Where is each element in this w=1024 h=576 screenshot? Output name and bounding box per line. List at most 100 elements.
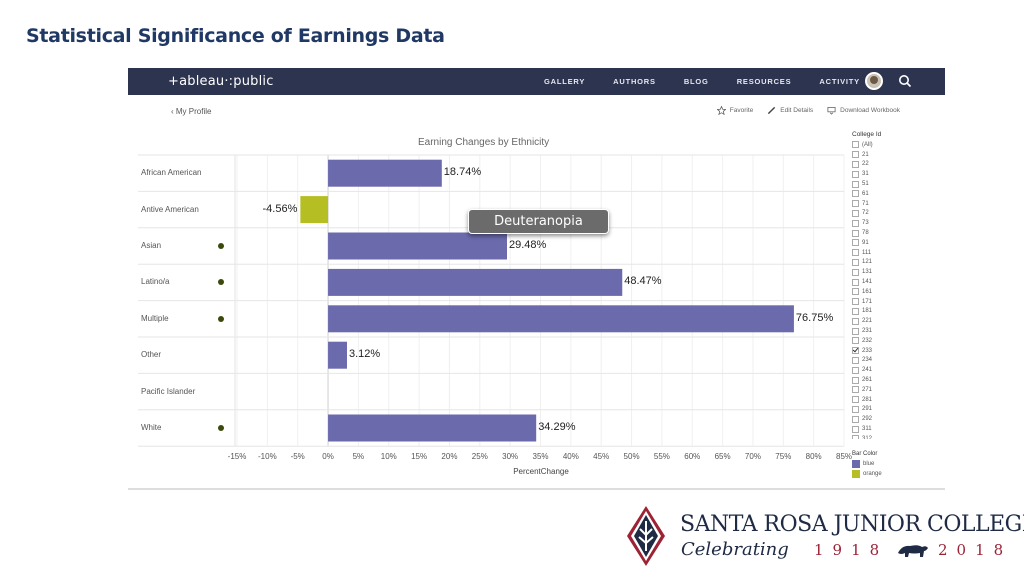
checkbox[interactable]: [852, 356, 859, 364]
filter-item[interactable]: 241: [852, 365, 912, 375]
filter-item[interactable]: 221: [852, 316, 912, 326]
filter-item[interactable]: 311: [852, 424, 912, 434]
download-workbook-button[interactable]: Download Workbook: [827, 106, 900, 115]
favorite-button[interactable]: Favorite: [716, 106, 753, 115]
filter-item-label: 121: [862, 259, 873, 266]
filter-item[interactable]: (All): [852, 140, 912, 150]
filter-item[interactable]: 21: [852, 150, 912, 160]
nav-item-resources[interactable]: RESOURCES: [736, 77, 792, 86]
checkbox[interactable]: [852, 415, 859, 423]
checkbox[interactable]: [852, 200, 859, 208]
filter-item-label: 161: [862, 288, 873, 295]
checkbox[interactable]: [852, 327, 859, 335]
filter-item[interactable]: 72: [852, 209, 912, 219]
filter-item-label: 78: [862, 230, 869, 237]
filter-item-label: 234: [862, 357, 873, 364]
filter-item[interactable]: 171: [852, 297, 912, 307]
nav-item-activity[interactable]: ACTIVITY: [819, 77, 860, 86]
x-tick-label: 35%: [532, 452, 549, 461]
filter-item-label: 231: [862, 328, 873, 335]
x-tick-label: 55%: [653, 452, 670, 461]
legend-item[interactable]: blue: [852, 459, 882, 469]
checkbox[interactable]: [852, 425, 859, 433]
significance-dot: [218, 315, 224, 322]
filter-item[interactable]: 131: [852, 267, 912, 277]
edit-details-button[interactable]: Edit Details: [767, 106, 813, 115]
checkbox[interactable]: [852, 376, 859, 384]
filter-item-label: 311: [862, 426, 872, 432]
checkbox[interactable]: [852, 249, 859, 257]
checkbox[interactable]: [852, 180, 859, 188]
checkbox[interactable]: [852, 288, 859, 296]
college-id-filter: College Id (All) 21 22 31 51 61 71 72 73 78 91 111 1…: [852, 131, 912, 439]
filter-item[interactable]: 292: [852, 414, 912, 424]
filter-item[interactable]: 121: [852, 258, 912, 268]
filter-item[interactable]: 22: [852, 160, 912, 170]
tableau-public-logo[interactable]: +ableau·:public: [168, 74, 274, 89]
legend-item[interactable]: orange: [852, 469, 882, 479]
checkbox[interactable]: [852, 229, 859, 237]
filter-item[interactable]: 111: [852, 248, 912, 258]
checkbox[interactable]: [852, 396, 859, 404]
checkbox[interactable]: [852, 258, 859, 266]
checkbox[interactable]: [852, 298, 859, 306]
x-tick-label: 15%: [411, 452, 428, 461]
checkbox[interactable]: [852, 435, 859, 439]
nav-item-blog[interactable]: BLOG: [683, 77, 709, 86]
tooltip-popup: Deuteranopia: [468, 209, 609, 234]
filter-item[interactable]: 51: [852, 179, 912, 189]
checkbox[interactable]: [852, 337, 859, 345]
filter-item[interactable]: 71: [852, 199, 912, 209]
checkbox[interactable]: [852, 386, 859, 394]
filter-item[interactable]: 181: [852, 307, 912, 317]
filter-item-label: 91: [862, 239, 869, 246]
checkbox[interactable]: [852, 278, 859, 286]
checkbox[interactable]: [852, 190, 859, 198]
checkbox[interactable]: [852, 307, 859, 315]
filter-item[interactable]: 78: [852, 228, 912, 238]
checkbox[interactable]: [852, 317, 859, 325]
filter-item[interactable]: 291: [852, 405, 912, 415]
filter-item[interactable]: 312: [852, 434, 912, 439]
filter-item[interactable]: 73: [852, 218, 912, 228]
filter-item[interactable]: 271: [852, 385, 912, 395]
filter-item[interactable]: 61: [852, 189, 912, 199]
filter-item[interactable]: 234: [852, 356, 912, 366]
category-label: Pacific Islander: [141, 386, 196, 396]
filter-item[interactable]: 233: [852, 346, 912, 356]
checkbox[interactable]: [852, 151, 859, 159]
significance-dot: [218, 279, 224, 286]
checkbox[interactable]: [852, 219, 859, 227]
checkbox[interactable]: [852, 160, 859, 168]
checkbox[interactable]: [852, 170, 859, 178]
checkbox[interactable]: [852, 209, 859, 217]
bear-icon: [898, 545, 928, 557]
nav-item-gallery[interactable]: GALLERY: [543, 77, 586, 86]
checkbox[interactable]: [852, 141, 859, 149]
filter-item[interactable]: 281: [852, 395, 912, 405]
search-icon[interactable]: [898, 74, 912, 88]
my-profile-link[interactable]: ‹ My Profile: [171, 107, 212, 116]
nav-item-authors[interactable]: AUTHORS: [613, 77, 656, 86]
x-tick-label: 40%: [562, 452, 579, 461]
checkbox[interactable]: [852, 405, 859, 413]
filter-item[interactable]: 231: [852, 326, 912, 336]
filter-item[interactable]: 232: [852, 336, 912, 346]
checkbox[interactable]: [852, 366, 859, 374]
filter-item[interactable]: 91: [852, 238, 912, 248]
filter-item[interactable]: 141: [852, 277, 912, 287]
x-tick-label: 50%: [623, 452, 640, 461]
filter-item-label: 72: [862, 210, 869, 217]
filter-item[interactable]: 261: [852, 375, 912, 385]
filter-list[interactable]: (All) 21 22 31 51 61 71 72 73 78 91 111 121 131 141 161…: [852, 140, 912, 439]
avatar[interactable]: [865, 72, 883, 90]
download-icon: [827, 106, 836, 115]
filter-item[interactable]: 31: [852, 169, 912, 179]
year-start: 1918: [814, 541, 889, 559]
bar-value-label: 76.75%: [795, 311, 834, 324]
checkbox[interactable]: [852, 239, 859, 247]
checkbox[interactable]: [852, 268, 859, 276]
filter-item[interactable]: 161: [852, 287, 912, 297]
category-label: Multiple: [141, 313, 169, 323]
checkbox[interactable]: [852, 347, 859, 355]
